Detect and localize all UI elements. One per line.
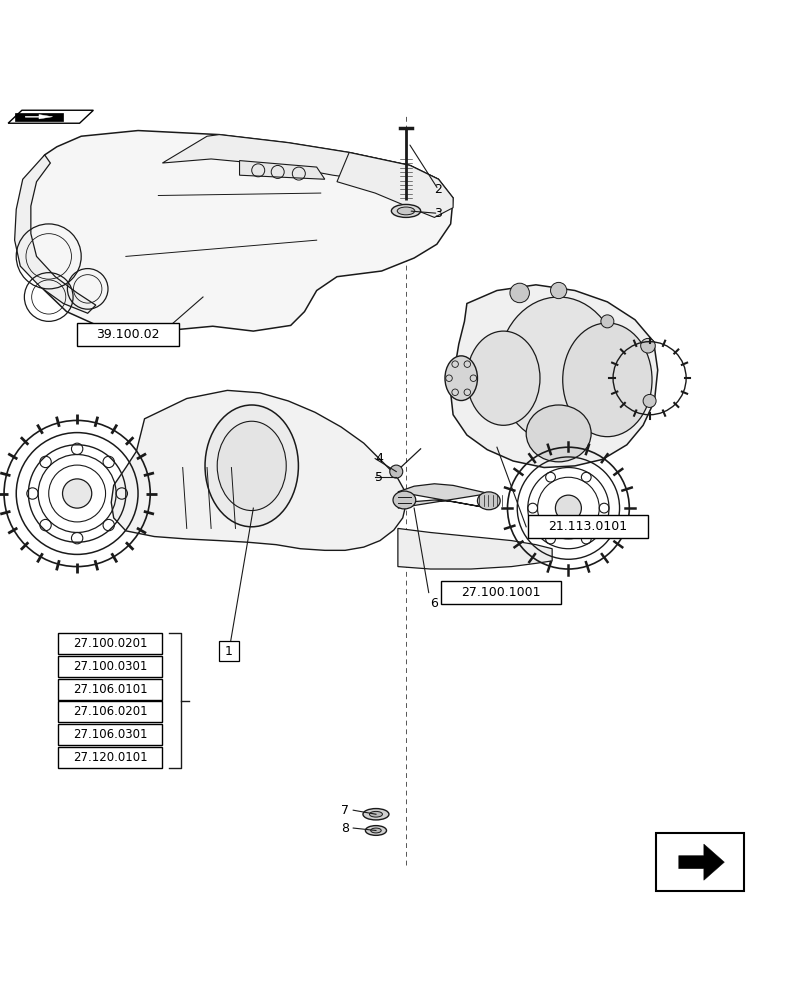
Bar — [58, 747, 162, 768]
Text: 1: 1 — [225, 645, 233, 658]
Polygon shape — [337, 152, 453, 217]
Text: 27.106.0201: 27.106.0201 — [73, 705, 148, 718]
Circle shape — [642, 394, 655, 407]
Ellipse shape — [526, 405, 590, 462]
Bar — [655, 833, 743, 891]
Polygon shape — [450, 285, 657, 468]
Bar — [58, 701, 162, 722]
Text: 7: 7 — [341, 804, 349, 817]
Polygon shape — [111, 390, 406, 550]
Circle shape — [555, 495, 581, 521]
Text: 27.106.0301: 27.106.0301 — [73, 728, 148, 741]
Polygon shape — [25, 115, 53, 119]
Circle shape — [509, 283, 529, 303]
Polygon shape — [397, 528, 551, 569]
Circle shape — [550, 282, 566, 299]
Ellipse shape — [562, 323, 651, 437]
Bar — [527, 515, 647, 538]
Circle shape — [62, 479, 92, 508]
Circle shape — [600, 315, 613, 328]
Polygon shape — [162, 135, 438, 190]
Bar — [58, 633, 162, 654]
Ellipse shape — [466, 331, 539, 425]
Text: 6: 6 — [430, 597, 438, 610]
Text: 27.120.0101: 27.120.0101 — [73, 751, 148, 764]
Ellipse shape — [391, 204, 420, 217]
Ellipse shape — [397, 207, 414, 215]
Ellipse shape — [365, 826, 386, 835]
Text: 27.100.0301: 27.100.0301 — [73, 660, 148, 673]
Text: 8: 8 — [341, 822, 349, 835]
Text: 2: 2 — [434, 183, 442, 196]
Ellipse shape — [363, 809, 388, 820]
Ellipse shape — [369, 811, 382, 817]
Text: 27.100.0201: 27.100.0201 — [73, 637, 148, 650]
Circle shape — [640, 338, 654, 353]
Polygon shape — [8, 110, 93, 123]
Ellipse shape — [393, 491, 415, 509]
Bar — [440, 581, 560, 604]
Text: 27.106.0101: 27.106.0101 — [73, 683, 148, 696]
Polygon shape — [15, 155, 96, 313]
Text: 3: 3 — [434, 207, 442, 220]
Polygon shape — [678, 844, 723, 880]
Ellipse shape — [497, 297, 619, 443]
Text: 39.100.02: 39.100.02 — [96, 328, 160, 341]
Text: 5: 5 — [375, 471, 383, 484]
Ellipse shape — [444, 356, 477, 401]
Polygon shape — [397, 484, 488, 508]
Polygon shape — [18, 131, 453, 334]
Bar — [77, 323, 178, 346]
Text: 4: 4 — [375, 452, 383, 465]
Polygon shape — [15, 113, 63, 121]
Ellipse shape — [217, 421, 286, 511]
Bar — [219, 641, 238, 661]
Bar — [58, 679, 162, 700]
Polygon shape — [239, 161, 324, 179]
Ellipse shape — [204, 405, 298, 527]
Bar — [58, 724, 162, 745]
Bar — [58, 656, 162, 677]
Text: 21.113.0101: 21.113.0101 — [547, 520, 627, 533]
Ellipse shape — [370, 828, 381, 833]
Circle shape — [389, 465, 402, 478]
Text: 27.100.1001: 27.100.1001 — [461, 586, 540, 599]
Ellipse shape — [477, 492, 500, 510]
